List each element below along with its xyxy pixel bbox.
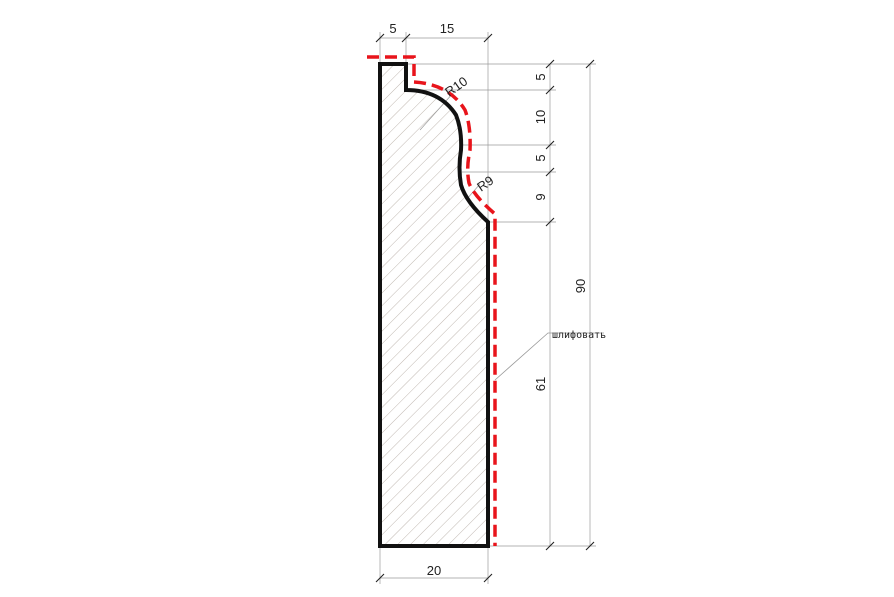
radius-lower-label: R9 <box>474 173 496 195</box>
profile-outline <box>378 62 490 548</box>
dim-right-seg-3: 5 <box>533 154 548 161</box>
note-leader <box>494 332 604 381</box>
dim-right-seg-5: 61 <box>533 377 548 391</box>
dim-total-height: 90 <box>573 279 588 293</box>
dim-top-left: 5 <box>389 21 396 36</box>
dim-right-seg-2: 10 <box>533 110 548 124</box>
section-hatch <box>380 64 488 546</box>
dim-right-seg-1: 5 <box>533 73 548 80</box>
radius-upper-label: R10 <box>442 73 470 99</box>
dim-top-right: 15 <box>440 21 454 36</box>
sanding-note: шлифовать <box>552 329 606 341</box>
sanding-line <box>367 55 497 546</box>
dim-right-seg-4: 9 <box>533 193 548 200</box>
dimension-lines <box>375 32 596 584</box>
dim-bottom-width: 20 <box>427 563 441 578</box>
